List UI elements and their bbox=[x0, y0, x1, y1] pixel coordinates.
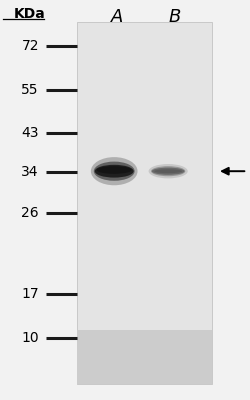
Text: 55: 55 bbox=[21, 83, 39, 97]
Ellipse shape bbox=[151, 168, 184, 175]
Ellipse shape bbox=[90, 157, 137, 185]
Text: B: B bbox=[168, 8, 180, 26]
Ellipse shape bbox=[96, 166, 131, 174]
Bar bbox=[76, 330, 211, 384]
Ellipse shape bbox=[94, 165, 133, 178]
Text: KDa: KDa bbox=[14, 7, 45, 21]
Ellipse shape bbox=[150, 166, 184, 176]
Ellipse shape bbox=[148, 164, 187, 178]
Text: 17: 17 bbox=[21, 287, 39, 301]
Text: 72: 72 bbox=[21, 39, 39, 53]
Text: 26: 26 bbox=[21, 206, 39, 220]
Text: 10: 10 bbox=[21, 331, 39, 345]
Text: 43: 43 bbox=[21, 126, 39, 140]
Text: 34: 34 bbox=[21, 165, 39, 179]
Ellipse shape bbox=[94, 162, 134, 181]
Ellipse shape bbox=[154, 169, 181, 173]
Text: A: A bbox=[110, 8, 122, 26]
Bar bbox=[76, 22, 211, 384]
